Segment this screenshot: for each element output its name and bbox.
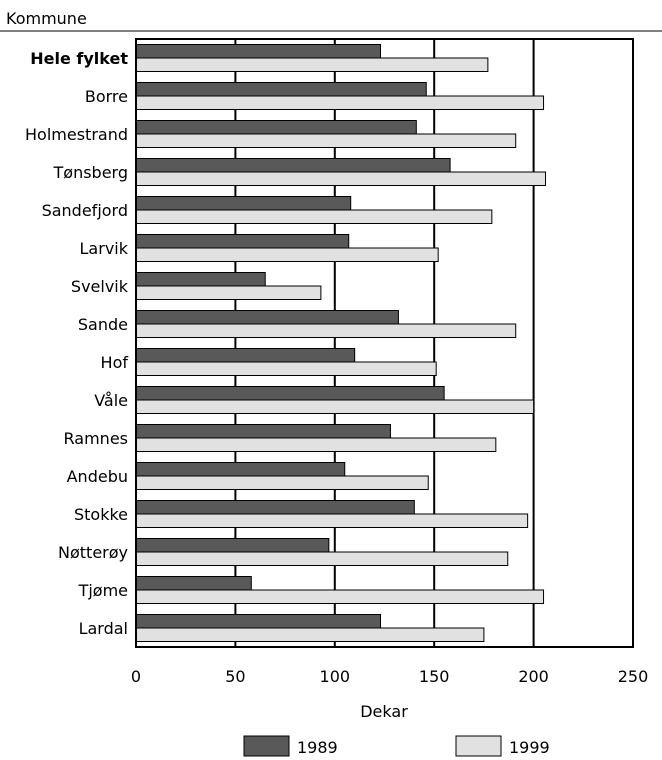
bar-1999-12 [135, 513, 529, 528]
bar-1989-15 [135, 614, 382, 629]
category-labels: Hele fylket Borre Holmestrand Tønsberg Sande… [25, 49, 129, 638]
legend: 1989 1999 [243, 735, 550, 757]
bar-1989-10 [135, 424, 391, 439]
x-tick-label: 250 [618, 667, 649, 686]
bar-1999-2 [135, 133, 517, 148]
category-label: Borre [85, 87, 128, 106]
bar-1989-3 [135, 158, 451, 173]
bar-1999-0 [135, 57, 489, 72]
bar-1989-4 [135, 196, 352, 211]
category-label: Holmestrand [25, 125, 128, 144]
category-label: Hof [101, 353, 129, 372]
x-tick-label: 100 [320, 667, 351, 686]
bar-1999-1 [135, 95, 545, 110]
x-tick-label: 50 [225, 667, 245, 686]
category-label: Våle [94, 391, 128, 410]
category-label: Stokke [74, 505, 128, 524]
category-label: Tjøme [78, 581, 128, 600]
category-label: Larvik [80, 239, 129, 258]
x-tick-label: 0 [131, 667, 141, 686]
chart-title: Kommune [6, 9, 87, 28]
category-label: Svelvik [71, 277, 129, 296]
bars [135, 44, 547, 642]
bar-1989-13 [135, 538, 330, 553]
bar-1989-6 [135, 272, 266, 287]
bar-1999-6 [135, 285, 322, 300]
category-label: Ramnes [64, 429, 128, 448]
legend-swatch-1999 [455, 735, 502, 757]
x-tick-label: 200 [518, 667, 549, 686]
bar-1989-14 [135, 576, 252, 591]
bar-1989-9 [135, 386, 445, 401]
bar-1989-5 [135, 234, 350, 249]
legend-swatch-1989 [243, 735, 290, 757]
category-label: Sandefjord [42, 201, 128, 220]
bar-1999-4 [135, 209, 493, 224]
bar-1989-7 [135, 310, 399, 325]
bar-1989-11 [135, 462, 346, 477]
bar-1999-3 [135, 171, 547, 186]
bar-1999-10 [135, 437, 497, 452]
category-label: Tønsberg [53, 163, 129, 182]
x-tick-label: 150 [419, 667, 450, 686]
x-axis-label: Dekar [360, 702, 408, 721]
legend-label: 1999 [509, 738, 550, 757]
bar-1999-15 [135, 627, 485, 642]
bar-1989-0 [135, 44, 382, 59]
bar-1999-11 [135, 475, 429, 490]
bar-1999-13 [135, 551, 509, 566]
bar-1999-5 [135, 247, 439, 262]
category-label: Sande [78, 315, 128, 334]
category-label: Lardal [79, 619, 128, 638]
bar-1999-9 [135, 399, 535, 414]
category-label: Hele fylket [30, 49, 128, 68]
x-tick-labels: 0 50 100 150 200 250 [131, 667, 648, 686]
category-label: Nøtterøy [58, 543, 128, 562]
bar-1989-1 [135, 82, 427, 97]
legend-label: 1989 [297, 738, 338, 757]
bar-1989-2 [135, 120, 417, 135]
bar-1999-14 [135, 589, 545, 604]
plot-frame [135, 38, 634, 648]
bar-1989-12 [135, 500, 415, 515]
bar-1989-8 [135, 348, 356, 363]
bar-1999-7 [135, 323, 517, 338]
bar-1999-8 [135, 361, 437, 376]
category-label: Andebu [67, 467, 128, 486]
